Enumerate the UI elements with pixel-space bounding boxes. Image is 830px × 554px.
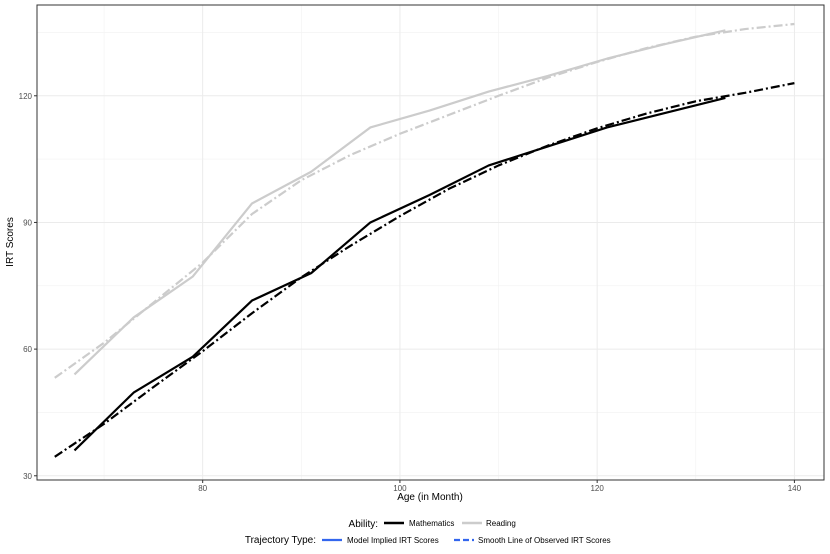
y-tick-label: 30 [23,472,32,481]
legend-trajectory: Trajectory Type: Model Implied IRT Score… [245,535,611,546]
y-axis-title: IRT Scores [5,217,16,267]
legend-ability-title: Ability: [349,519,378,530]
series-line-reading-smooth-line-of-observed-irt-scores [54,22,795,379]
y-tick-label: 120 [19,92,33,101]
x-axis-ticks: 80 100 120 140 [198,480,802,493]
plot-panel-border [36,4,825,481]
legend-reading-label: Reading [486,519,516,528]
y-tick-label: 90 [23,218,32,227]
legend-mathematics-label: Mathematics [409,519,454,528]
series-lines [54,22,795,458]
series-line-mathematics-model-implied-irt-scores [73,96,726,452]
series-line-reading-model-implied-irt-scores [73,29,726,376]
legend-trajectory-title: Trajectory Type: [245,535,316,546]
x-tick-label: 140 [788,484,802,493]
x-tick-label: 120 [590,484,604,493]
legend-ability: Ability: Mathematics Reading [349,519,516,530]
legend-smooth-observed-label: Smooth Line of Observed IRT Scores [478,536,611,545]
y-tick-label: 60 [23,345,32,354]
legend-model-implied-label: Model Implied IRT Scores [347,536,439,545]
x-tick-label: 100 [393,484,407,493]
x-tick-label: 80 [198,484,207,493]
series-line-mathematics-smooth-line-of-observed-irt-scores [54,82,795,458]
x-axis-title: Age (in Month) [397,492,463,503]
y-axis-ticks: 30 60 90 120 [19,92,37,481]
minor-gridlines [37,5,824,480]
